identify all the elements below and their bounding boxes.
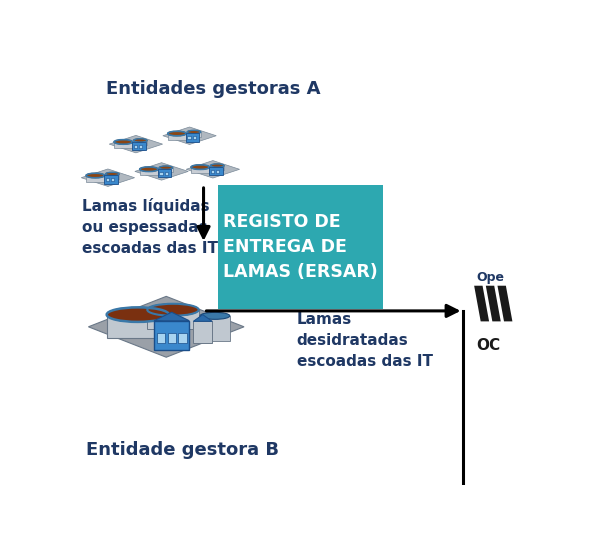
FancyBboxPatch shape <box>187 132 200 137</box>
FancyBboxPatch shape <box>154 320 189 350</box>
Polygon shape <box>154 312 189 320</box>
Ellipse shape <box>187 130 200 134</box>
Text: Entidade gestora B: Entidade gestora B <box>85 441 279 459</box>
Polygon shape <box>486 286 501 322</box>
Bar <box>178 333 187 343</box>
Bar <box>211 170 214 173</box>
FancyBboxPatch shape <box>193 322 213 343</box>
Polygon shape <box>186 161 240 178</box>
Polygon shape <box>163 127 216 144</box>
FancyBboxPatch shape <box>140 169 158 175</box>
Text: Ope: Ope <box>477 271 504 284</box>
FancyBboxPatch shape <box>200 316 230 341</box>
Polygon shape <box>135 162 188 180</box>
Polygon shape <box>81 169 135 186</box>
FancyBboxPatch shape <box>147 310 199 329</box>
Bar <box>157 333 165 343</box>
FancyBboxPatch shape <box>158 169 171 177</box>
Ellipse shape <box>191 165 209 169</box>
Polygon shape <box>474 286 489 322</box>
Ellipse shape <box>107 307 169 322</box>
FancyBboxPatch shape <box>186 134 199 142</box>
Bar <box>160 172 163 175</box>
Bar <box>167 333 176 343</box>
FancyBboxPatch shape <box>217 185 383 309</box>
FancyBboxPatch shape <box>105 174 119 179</box>
FancyBboxPatch shape <box>104 175 117 184</box>
Text: Lamas líquidas
ou espessadas
escoadas das IT: Lamas líquidas ou espessadas escoadas da… <box>82 198 219 256</box>
FancyBboxPatch shape <box>114 142 132 148</box>
Ellipse shape <box>147 304 199 316</box>
Polygon shape <box>193 314 213 322</box>
Ellipse shape <box>114 140 132 144</box>
Polygon shape <box>497 286 512 322</box>
Bar <box>134 145 137 148</box>
Ellipse shape <box>200 312 230 319</box>
Bar <box>216 170 219 173</box>
FancyBboxPatch shape <box>191 167 209 173</box>
Ellipse shape <box>211 164 224 167</box>
Polygon shape <box>88 296 244 357</box>
FancyBboxPatch shape <box>86 175 105 181</box>
FancyBboxPatch shape <box>107 314 169 338</box>
Text: Lamas
desidratadas
escoadas das IT: Lamas desidratadas escoadas das IT <box>297 312 433 369</box>
Ellipse shape <box>105 172 119 175</box>
Bar <box>111 178 114 181</box>
Text: OC: OC <box>477 338 501 353</box>
Bar <box>187 136 190 140</box>
FancyBboxPatch shape <box>132 142 146 150</box>
Text: REGISTO DE
ENTREGA DE
LAMAS (ERSAR): REGISTO DE ENTREGA DE LAMAS (ERSAR) <box>223 213 377 281</box>
Text: Entidades gestoras A: Entidades gestoras A <box>105 80 320 98</box>
FancyBboxPatch shape <box>168 134 186 140</box>
FancyBboxPatch shape <box>211 166 224 171</box>
Ellipse shape <box>168 131 186 136</box>
Ellipse shape <box>159 166 173 169</box>
FancyBboxPatch shape <box>159 168 173 173</box>
Ellipse shape <box>140 167 158 172</box>
Bar <box>106 178 109 181</box>
Ellipse shape <box>86 173 105 178</box>
Polygon shape <box>109 135 163 153</box>
FancyBboxPatch shape <box>134 141 147 145</box>
FancyBboxPatch shape <box>209 167 223 175</box>
Bar <box>165 172 168 175</box>
Bar <box>193 136 196 140</box>
Bar <box>139 145 142 148</box>
Ellipse shape <box>134 139 147 142</box>
